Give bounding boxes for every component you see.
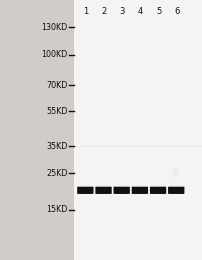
FancyBboxPatch shape [168, 187, 184, 194]
Text: 2: 2 [101, 7, 107, 16]
FancyBboxPatch shape [95, 187, 112, 194]
Text: 130KD: 130KD [41, 23, 68, 32]
FancyBboxPatch shape [77, 187, 94, 194]
Text: 3: 3 [120, 7, 125, 16]
Text: 4: 4 [138, 7, 143, 16]
FancyBboxPatch shape [114, 187, 130, 194]
Text: 1: 1 [83, 7, 88, 16]
Text: 25KD: 25KD [46, 169, 68, 178]
Text: 100KD: 100KD [41, 50, 68, 59]
Bar [173, 169, 178, 177]
FancyBboxPatch shape [150, 187, 166, 194]
Text: 35KD: 35KD [46, 142, 68, 151]
Text: 5: 5 [156, 7, 161, 16]
FancyBboxPatch shape [132, 187, 148, 194]
Bar [74, 0, 202, 260]
Text: 6: 6 [174, 7, 179, 16]
Bar [0, 0, 74, 260]
Text: 55KD: 55KD [46, 107, 68, 116]
Text: 70KD: 70KD [46, 81, 68, 90]
Text: 15KD: 15KD [46, 205, 68, 214]
